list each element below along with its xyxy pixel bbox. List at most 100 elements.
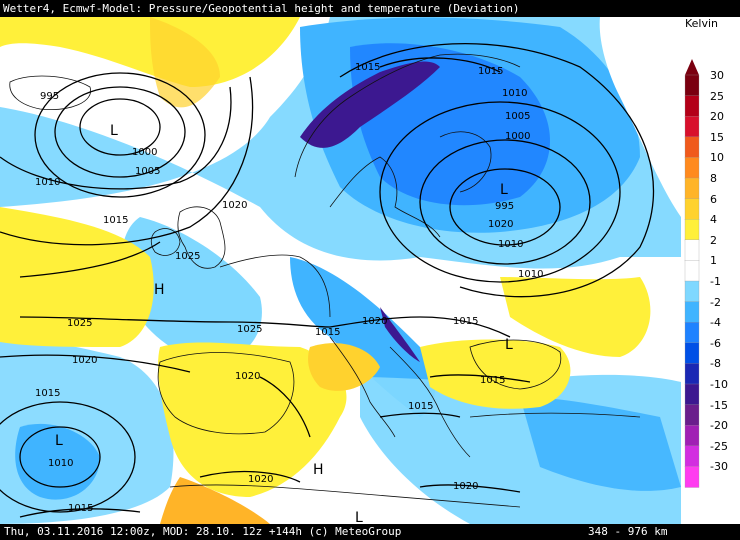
high-center-label: H bbox=[154, 282, 165, 298]
isobar-label: 1020 bbox=[248, 474, 273, 485]
legend-tick-label: -4 bbox=[710, 316, 721, 330]
status-bar: Thu, 03.11.2016 12:00z, MOD: 28.10. 12z … bbox=[0, 524, 740, 540]
isobar-label: 1010 bbox=[48, 458, 73, 469]
legend-tick-label: -8 bbox=[710, 357, 721, 371]
isobars bbox=[0, 42, 655, 518]
legend-swatch bbox=[684, 342, 700, 365]
isobar-label: 1015 bbox=[68, 503, 93, 514]
legend-swatch bbox=[684, 260, 700, 282]
isobar-labels: 995 1000 1005 1010 1015 1020 1025 1015 1… bbox=[35, 62, 543, 514]
isobar-label: 1020 bbox=[453, 481, 478, 492]
legend-swatch bbox=[684, 157, 700, 179]
temperature-legend: Kelvin 30 25 20 15 10 8 6 4 2 1 -1 -2 -4 -6 -8 -10 -15 -2… bbox=[681, 17, 740, 524]
north-africa-coast bbox=[169, 484, 521, 508]
isobar-label: 1010 bbox=[498, 239, 523, 250]
pressure-temperature-map: 995 1000 1005 1010 1015 1020 1025 1015 1… bbox=[0, 17, 681, 524]
iceland-coast bbox=[9, 75, 91, 110]
legend-swatch bbox=[684, 239, 700, 262]
isobar-label: 1025 bbox=[237, 324, 262, 335]
low-center-label: L bbox=[110, 123, 118, 139]
legend-swatch bbox=[684, 280, 700, 303]
norway-coast bbox=[294, 53, 521, 178]
isobar-label: 1010 bbox=[35, 177, 60, 188]
scale-info: 348 - 976 km bbox=[588, 525, 668, 538]
legend-swatch bbox=[684, 425, 700, 447]
isobar-label: 1015 bbox=[103, 215, 128, 226]
low-center-label: L bbox=[505, 337, 513, 353]
low-center-label: L bbox=[55, 433, 63, 449]
turkey-coast bbox=[469, 412, 641, 418]
isobar-label: 1020 bbox=[235, 371, 260, 382]
isobar-label: 995 bbox=[495, 201, 514, 212]
legend-top-arrow bbox=[685, 59, 699, 75]
legend-tick-label: 25 bbox=[710, 89, 724, 103]
warm-anomaly-areas bbox=[0, 17, 681, 524]
legend-tick-label: 1 bbox=[710, 254, 717, 268]
legend-swatch bbox=[684, 95, 700, 117]
legend-tick-label: 4 bbox=[710, 213, 717, 227]
isobar-label: 1025 bbox=[175, 251, 200, 262]
finland-coast bbox=[439, 131, 492, 193]
legend-tick-label: -30 bbox=[710, 460, 728, 474]
isobar-label: 1020 bbox=[488, 219, 513, 230]
isobar-label: 1020 bbox=[362, 316, 387, 327]
isobar-label: 1000 bbox=[132, 147, 157, 158]
italy-coast bbox=[329, 336, 396, 438]
isobar-label: 995 bbox=[40, 91, 59, 102]
legend-swatch bbox=[684, 74, 700, 97]
coastlines bbox=[9, 53, 641, 508]
sweden-baltic-coast bbox=[329, 156, 441, 238]
balkan-coast bbox=[389, 346, 471, 458]
isobar-label: 1020 bbox=[72, 355, 97, 366]
legend-swatch bbox=[684, 198, 700, 220]
isobar-label: 1015 bbox=[453, 316, 478, 327]
ireland-coast bbox=[150, 228, 181, 256]
isobar-label: 1015 bbox=[355, 62, 380, 73]
isobar-label: 1025 bbox=[67, 318, 92, 329]
legend-swatch bbox=[684, 219, 700, 241]
low-center-label: L bbox=[355, 510, 363, 524]
legend-swatch bbox=[684, 322, 700, 344]
legend-tick-label: -25 bbox=[710, 439, 728, 453]
legend-bottom-arrow bbox=[685, 468, 699, 484]
legend-tick-label: -10 bbox=[710, 378, 728, 391]
legend-swatch bbox=[684, 177, 700, 200]
pressure-centers: L H L L L H L bbox=[55, 123, 513, 524]
strong-cold-core bbox=[300, 61, 440, 362]
legend-swatch bbox=[684, 116, 700, 138]
iberia-coast bbox=[157, 352, 295, 435]
legend-tick-label: -2 bbox=[710, 295, 721, 309]
legend-swatch bbox=[684, 445, 700, 468]
legend-swatch bbox=[684, 136, 700, 159]
run-info: Thu, 03.11.2016 12:00z, MOD: 28.10. 12z … bbox=[4, 525, 402, 538]
legend-colorbar bbox=[684, 59, 700, 488]
british-isles-coast bbox=[177, 206, 226, 269]
isobar-label: 1010 bbox=[518, 269, 543, 280]
legend-swatch bbox=[684, 301, 700, 323]
legend-tick-label: -20 bbox=[710, 419, 728, 433]
map-panel: 995 1000 1005 1010 1015 1020 1025 1015 1… bbox=[0, 17, 681, 524]
isobar-label: 1005 bbox=[505, 111, 530, 122]
legend-tick-label: -1 bbox=[710, 275, 721, 288]
isobar-label: 1020 bbox=[222, 200, 247, 211]
legend-tick-label: 15 bbox=[710, 130, 724, 144]
isobar-label: 1015 bbox=[408, 401, 433, 412]
legend-tick-label: 8 bbox=[710, 172, 717, 185]
isobar-label: 1005 bbox=[135, 166, 160, 177]
low-center-label: L bbox=[500, 182, 508, 198]
map-title: Wetter4, Ecmwf-Model: Pressure/Geopotent… bbox=[3, 2, 520, 15]
legend-swatch bbox=[684, 383, 700, 406]
legend-tick-label: 20 bbox=[710, 110, 724, 124]
isobar-label: 1015 bbox=[478, 66, 503, 77]
legend-unit: Kelvin bbox=[685, 17, 719, 30]
legend-tick-label: 2 bbox=[710, 233, 717, 247]
legend-tick-label: -6 bbox=[710, 336, 721, 350]
legend-tick-label: 30 bbox=[710, 69, 724, 82]
isobar-label: 1015 bbox=[480, 375, 505, 386]
legend-tick-label: -15 bbox=[710, 398, 728, 412]
isobar-label: 1010 bbox=[502, 88, 527, 99]
isobar-label: 1015 bbox=[315, 327, 340, 338]
title-bar: Wetter4, Ecmwf-Model: Pressure/Geopotent… bbox=[0, 0, 740, 17]
high-center-label: H bbox=[313, 462, 324, 478]
